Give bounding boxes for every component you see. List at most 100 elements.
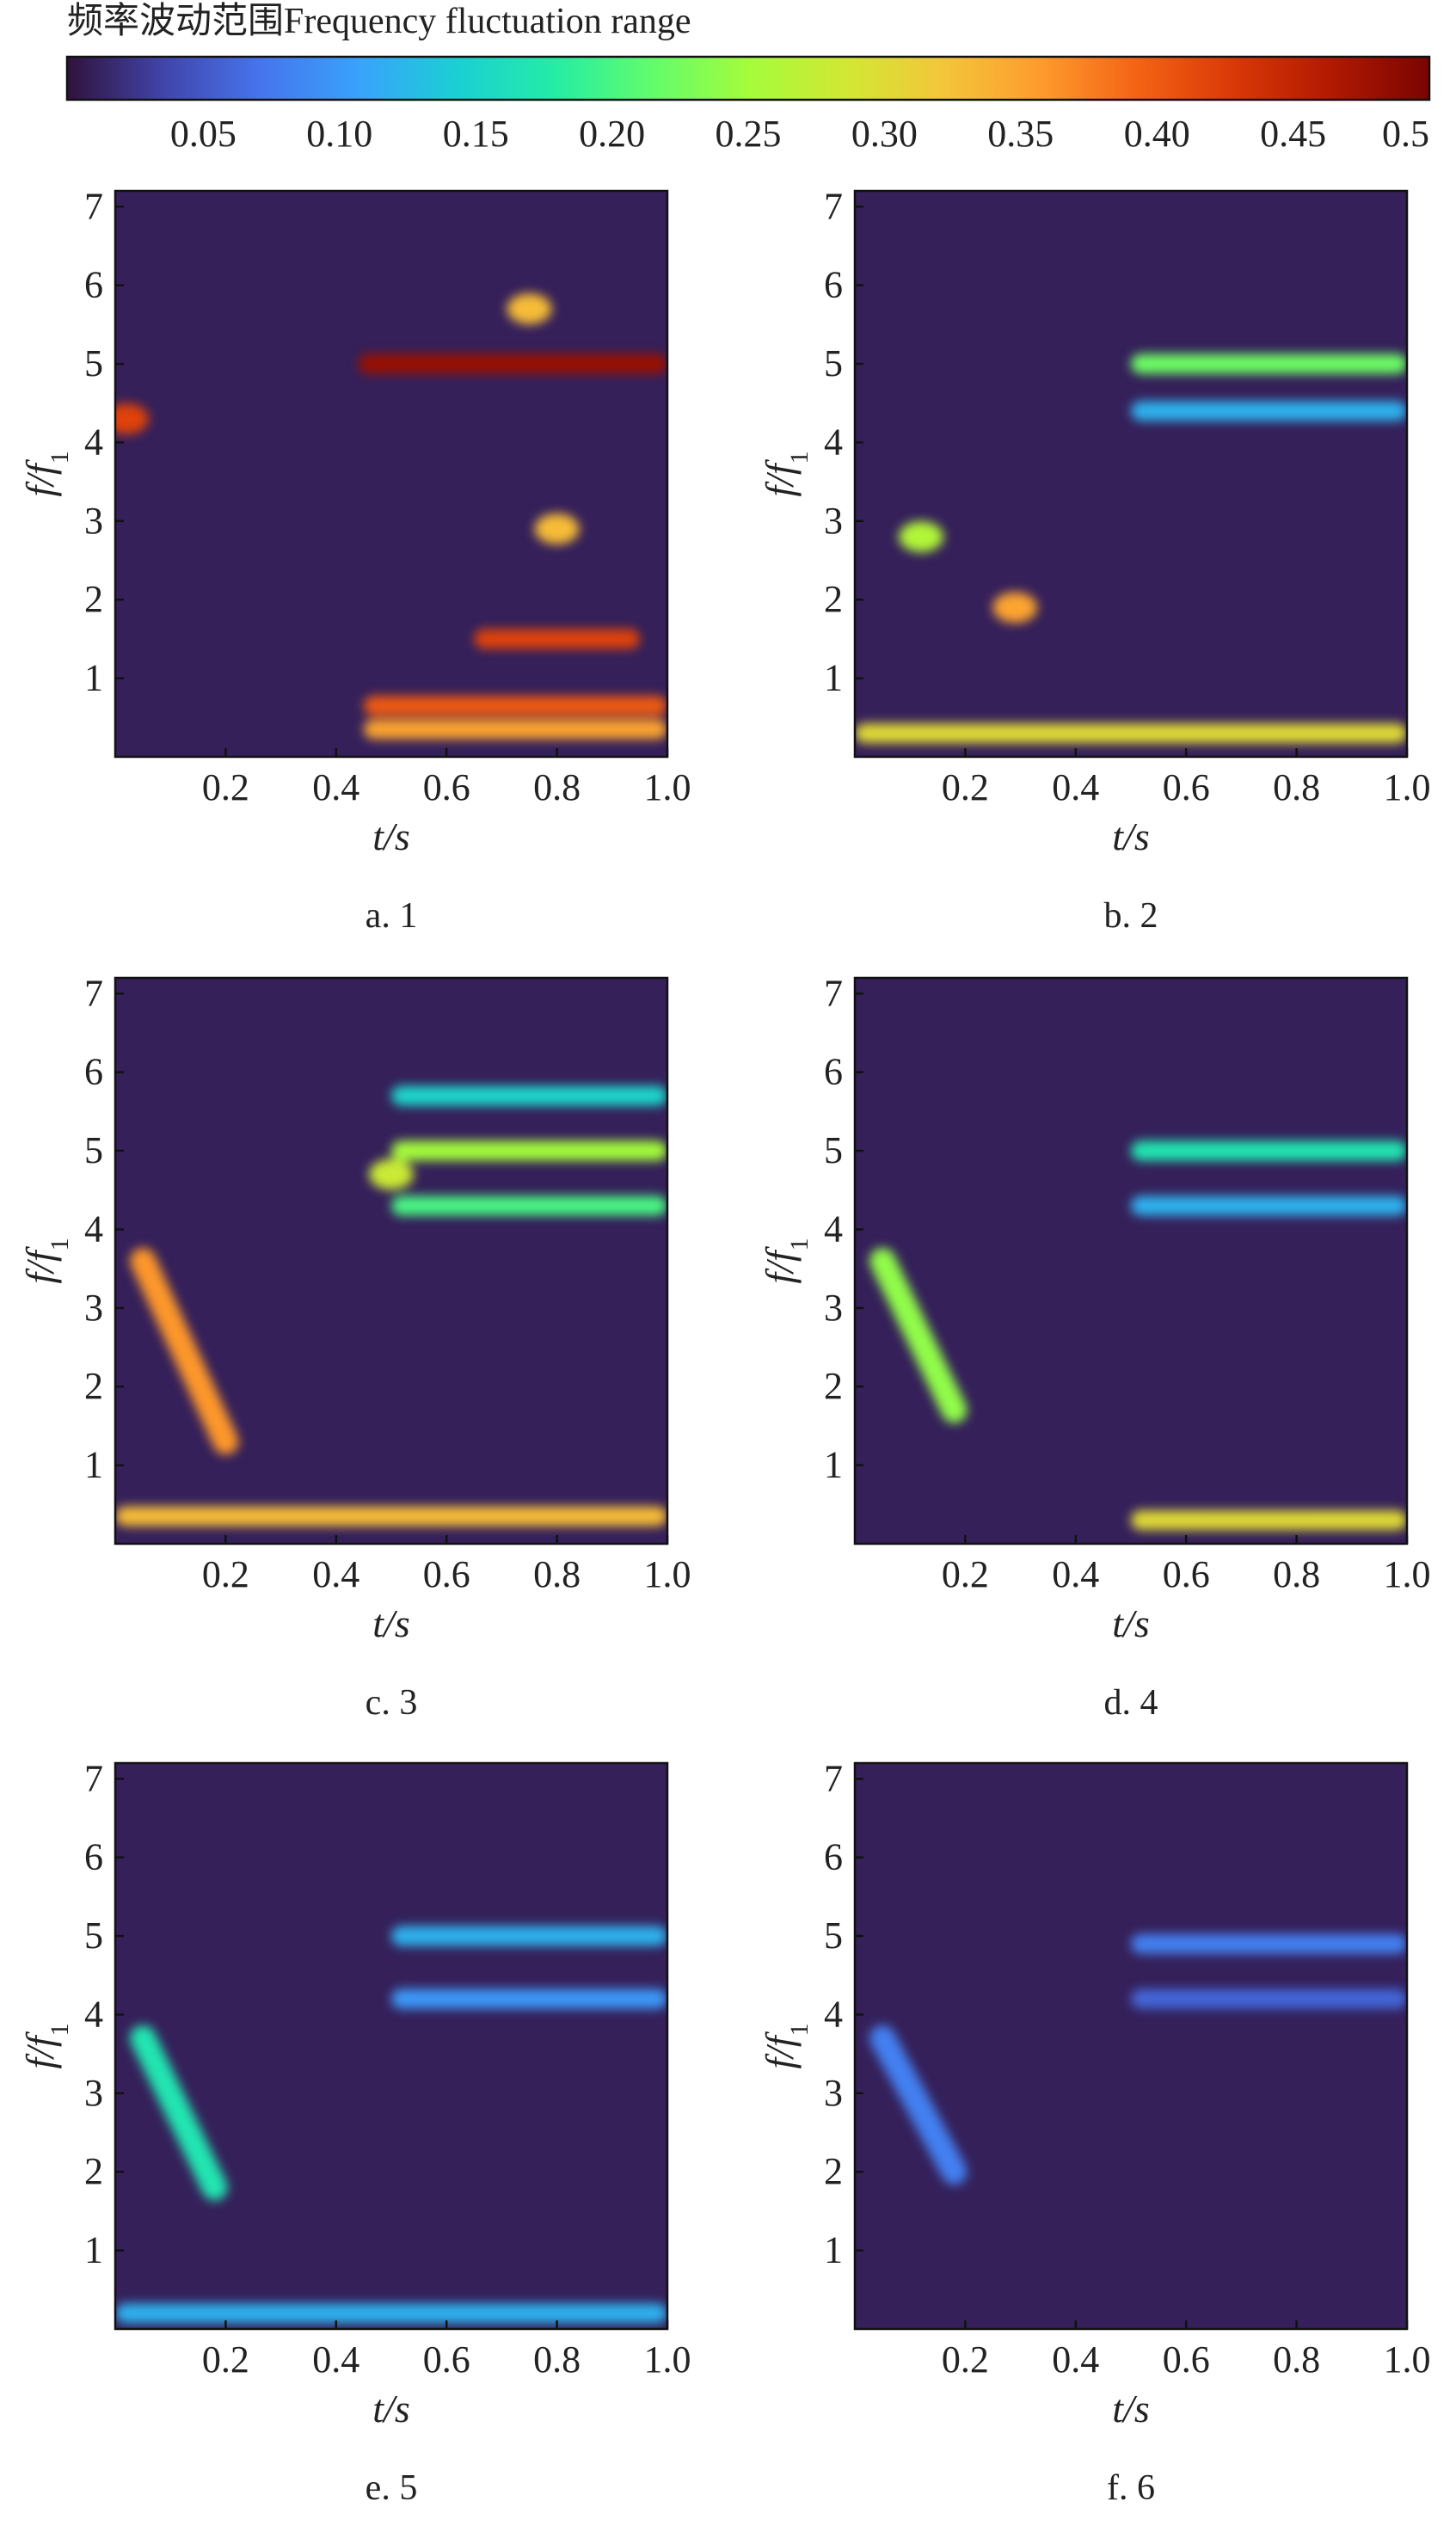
heatmap-feature-band — [391, 1195, 667, 1216]
x-tick-label: 0.8 — [533, 2338, 581, 2381]
y-tick-label: 5 — [84, 342, 103, 384]
axes-frame — [853, 1761, 1409, 2331]
x-tick-label: 0.6 — [1163, 766, 1210, 808]
x-tick-label: 0.6 — [1163, 2338, 1210, 2381]
panel-caption: f. 6 — [1107, 2468, 1155, 2508]
heatmap-plot-area — [855, 191, 1407, 757]
y-tick-label: 7 — [824, 185, 843, 227]
x-tick-label: 0.2 — [942, 2338, 989, 2381]
y-tick-label: 4 — [84, 1207, 103, 1250]
heatmap-feature-band — [363, 719, 667, 740]
x-tick-label: 0.2 — [202, 2338, 249, 2381]
heatmap-plot-area — [115, 1763, 667, 2329]
colorbar-tick-label: 0.20 — [579, 113, 645, 155]
x-tick-label: 1.0 — [1384, 2338, 1431, 2381]
heatmap-panel-2: 0.2 0.4 0.6 0.8 1.0 1 2 3 4 5 6 7 t/s f/f1 b. 2 — [758, 185, 1431, 936]
x-tick-label: 1.0 — [644, 2338, 691, 2381]
y-tick-label: 2 — [84, 578, 103, 620]
x-tick-label: 0.4 — [312, 1553, 359, 1595]
x-tick-label: 0.6 — [423, 1553, 470, 1595]
panel-caption: b. 2 — [1104, 896, 1158, 936]
heatmap-plot-area — [855, 1763, 1407, 2329]
y-tick-label: 5 — [84, 1914, 103, 1957]
y-tick-label: 7 — [824, 1757, 843, 1799]
heatmap-plot-area — [115, 191, 667, 757]
x-tick-label: 1.0 — [1384, 1553, 1431, 1595]
y-axis-label: f/f1 — [18, 2023, 74, 2068]
x-axis-label: t/s — [1112, 2387, 1149, 2430]
heatmap-feature-band — [115, 1506, 667, 1527]
x-tick-label: 0.8 — [1273, 766, 1320, 808]
y-tick-label: 5 — [84, 1129, 103, 1171]
heatmap-panel-5: 0.2 0.4 0.6 0.8 1.0 1 2 3 4 5 6 7 t/s f/f1 e. 5 — [18, 1757, 691, 2508]
axes-frame — [853, 976, 1409, 1545]
y-tick-label: 4 — [824, 1993, 843, 2035]
heatmap-feature-band — [855, 723, 1407, 744]
colorbar-tick-label: 0.30 — [851, 113, 918, 155]
heatmap-feature-ridge — [130, 2025, 228, 2201]
y-tick-label: 3 — [824, 2072, 843, 2114]
y-tick-label: 1 — [84, 1444, 103, 1486]
colorbar: 频率波动范围Frequency fluctuation range 0.05 0.… — [65, 1, 1431, 155]
y-axis-label: f/f1 — [758, 451, 814, 496]
y-tick-label: 5 — [824, 1129, 843, 1171]
heatmap-feature-band — [1131, 1140, 1407, 1161]
heatmap-feature-band — [358, 353, 667, 374]
y-tick-label: 7 — [84, 972, 103, 1014]
y-tick-label: 4 — [824, 421, 843, 463]
y-tick-label: 5 — [824, 342, 843, 384]
heatmap-feature-band — [391, 1988, 667, 2009]
y-axis-label: f/f1 — [758, 2023, 814, 2068]
heatmap-feature-ridge — [130, 1248, 239, 1455]
y-tick-label: 1 — [824, 657, 843, 699]
colorbar-tick-label: 0.40 — [1124, 113, 1190, 155]
y-axis-label: f/f1 — [18, 1238, 74, 1283]
x-tick-label: 1.0 — [644, 1553, 691, 1595]
y-tick-label: 2 — [824, 2150, 843, 2192]
x-axis-label: t/s — [1112, 1601, 1149, 1645]
y-tick-label: 4 — [84, 421, 103, 463]
heatmap-feature-band — [391, 1140, 667, 1161]
x-tick-label: 0.4 — [1052, 766, 1099, 808]
colorbar-tick-label: 0.15 — [443, 113, 509, 155]
heatmap-feature-band — [1131, 1195, 1407, 1216]
y-tick-label: 1 — [824, 1444, 843, 1486]
y-tick-label: 2 — [824, 578, 843, 620]
panel-caption: e. 5 — [366, 2468, 418, 2508]
colorbar-title: 频率波动范围Frequency fluctuation range — [67, 1, 691, 41]
x-axis-label: t/s — [372, 1601, 409, 1645]
x-axis-label: t/s — [372, 814, 409, 858]
colorbar-tick-label: 0.35 — [987, 113, 1054, 155]
heatmap-feature-spot — [115, 403, 149, 435]
heatmap-feature-band — [391, 1926, 667, 1946]
heatmap-feature-band — [1131, 1510, 1407, 1531]
x-tick-label: 0.8 — [1273, 2338, 1320, 2381]
heatmap-background — [855, 191, 1407, 757]
y-tick-label: 7 — [824, 972, 843, 1014]
heatmap-feature-band — [391, 1085, 667, 1106]
y-tick-label: 3 — [824, 500, 843, 542]
heatmap-panel-4: 0.2 0.4 0.6 0.8 1.0 1 2 3 4 5 6 7 t/s f/f1 d. 4 — [758, 972, 1431, 1723]
x-tick-label: 0.8 — [1273, 1553, 1320, 1595]
heatmap-background — [115, 191, 667, 757]
heatmap-feature-spot — [507, 293, 552, 325]
y-tick-label: 3 — [84, 1287, 103, 1329]
x-axis-label: t/s — [1112, 814, 1149, 858]
x-tick-label: 0.2 — [202, 766, 249, 808]
heatmap-feature-band — [1131, 1988, 1407, 2009]
x-axis-label: t/s — [372, 2387, 409, 2430]
y-tick-label: 3 — [824, 1287, 843, 1329]
colorbar-gradient — [65, 55, 1431, 101]
y-tick-label: 5 — [824, 1914, 843, 1957]
heatmap-feature-band — [1131, 401, 1407, 421]
y-tick-label: 7 — [84, 185, 103, 227]
y-tick-label: 3 — [84, 500, 103, 542]
x-tick-label: 0.2 — [942, 1553, 989, 1595]
y-tick-label: 6 — [84, 1051, 103, 1093]
x-tick-label: 0.4 — [1052, 1553, 1099, 1595]
heatmap-plot-area — [855, 978, 1407, 1544]
axes-frame — [114, 976, 669, 1545]
x-tick-label: 0.4 — [312, 2338, 359, 2381]
x-tick-label: 0.2 — [942, 766, 989, 808]
